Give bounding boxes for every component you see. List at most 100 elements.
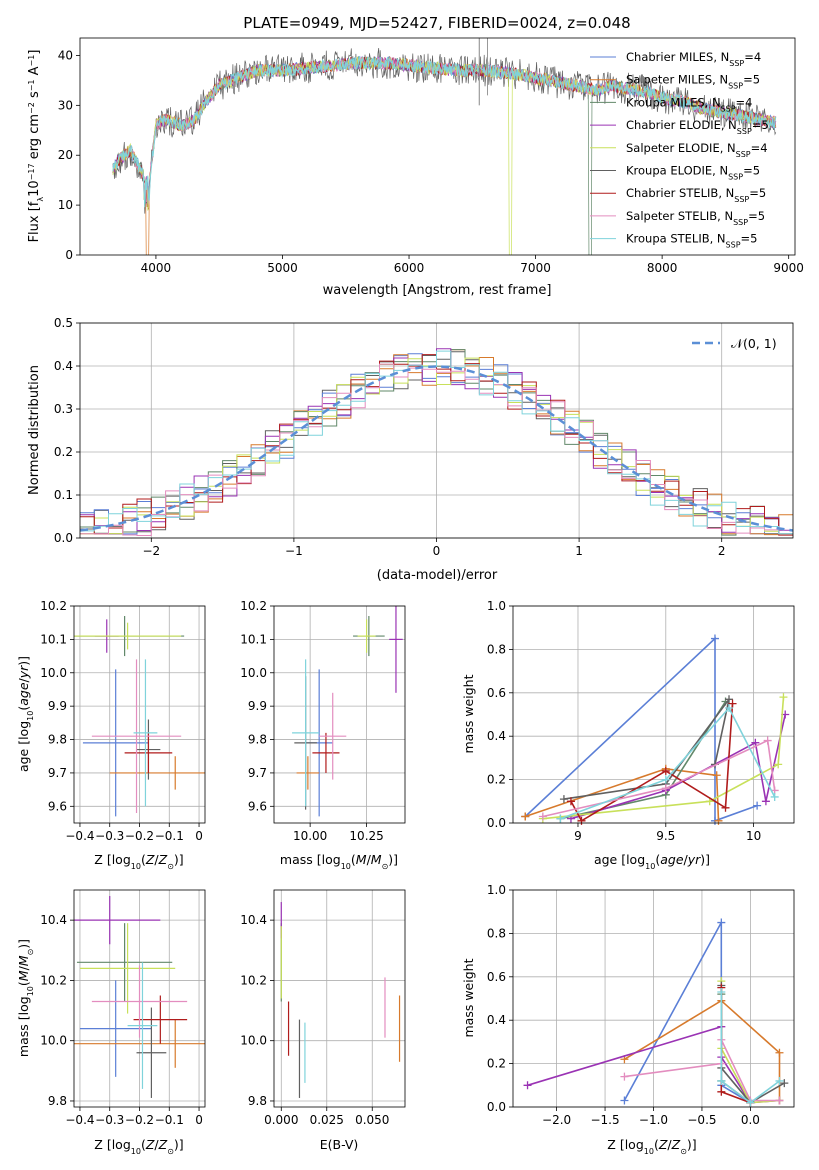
y-tick-label: 9.7 <box>248 766 267 780</box>
y-tick-label: 0.4 <box>487 1013 506 1027</box>
y-tick-label: 10.2 <box>40 599 67 613</box>
weight-marker <box>620 1072 629 1081</box>
y-tick-label: 10.0 <box>40 666 67 680</box>
weight-marker <box>770 792 779 801</box>
y-tick-label: 0.0 <box>487 1100 506 1114</box>
y-axis-label: Flux [fλ10−17 erg cm−2 s−1 A−1] <box>27 50 45 243</box>
x-tick-label: 9 <box>574 829 582 843</box>
weight-marker <box>712 771 721 780</box>
weight-marker <box>717 1076 726 1085</box>
x-tick-label: 8000 <box>647 261 678 275</box>
y-tick-label: 0.6 <box>487 686 506 700</box>
y-axis-label: age [log10(age/yr)] <box>16 656 35 772</box>
weight-marker <box>774 760 783 769</box>
y-tick-label: 0.3 <box>54 402 73 416</box>
y-axis-label: mass weight <box>461 674 476 753</box>
weight-marker <box>728 699 737 708</box>
y-tick-label: 0 <box>65 248 73 262</box>
y-tick-label: 10.4 <box>40 913 67 927</box>
legend-entry: Kroupa STELIB, NSSP=5 <box>626 232 757 250</box>
x-tick-label: 2 <box>718 544 726 558</box>
axes-frame <box>273 889 406 1108</box>
x-tick-label: 10.25 <box>349 829 383 843</box>
weight-marker <box>725 695 734 704</box>
x-tick-label: −0.3 <box>95 829 124 843</box>
y-tick-label: 0.0 <box>54 531 73 545</box>
legend-entry: Chabrier MILES, NSSP=4 <box>626 50 761 68</box>
weight-marker <box>725 703 734 712</box>
weight-marker <box>559 795 568 804</box>
y-tick-label: 20 <box>58 148 73 162</box>
y-tick-label: 10.0 <box>40 1034 67 1048</box>
y-tick-label: 10.2 <box>240 599 267 613</box>
x-tick-label: −0.1 <box>155 829 184 843</box>
axes-frame <box>79 322 794 539</box>
y-tick-label: 9.7 <box>48 766 67 780</box>
weight-marker <box>521 812 530 821</box>
y-tick-label: 10.0 <box>240 1034 267 1048</box>
x-tick-label: 7000 <box>520 261 551 275</box>
x-tick-label: 5000 <box>267 261 298 275</box>
y-tick-label: 0.5 <box>54 316 73 330</box>
axes-frame <box>73 889 206 1108</box>
x-axis-label: Z [log10(Z/Z⊙)] <box>94 1137 183 1156</box>
y-tick-label: 10 <box>58 198 73 212</box>
legend-entry: Kroupa ELODIE, NSSP=5 <box>626 164 760 182</box>
weight-marker <box>780 1079 789 1088</box>
x-tick-label: −2.0 <box>542 1113 571 1127</box>
legend-entry: 𝒩(0, 1) <box>731 336 777 351</box>
normal-curve <box>80 365 793 532</box>
x-tick-label: 10.00 <box>293 829 327 843</box>
x-tick-label: 4000 <box>141 261 172 275</box>
axes-spectrum: 4000 5000 6000 7000 8000 9000 0 10 20 30 40 <box>58 37 804 275</box>
weight-marker <box>717 1087 726 1096</box>
weight-marker <box>661 775 670 784</box>
y-tick-label: 0.0 <box>487 816 506 830</box>
x-tick-label: −0.1 <box>155 1113 184 1127</box>
weight-line <box>623 922 751 1104</box>
x-tick-label: 9000 <box>773 261 804 275</box>
y-axis-label: mass [log10(M/M⊙)] <box>16 939 35 1057</box>
axes-mass-vs-ebv: 0.000 0.025 0.050 9.8 10.0 10.2 10.4 <box>240 889 406 1127</box>
residual-histogram <box>80 349 793 536</box>
legend-entry: Salpeter MILES, NSSP=5 <box>626 73 760 91</box>
weight-marker <box>538 812 547 821</box>
x-tick-label: 9.5 <box>656 829 675 843</box>
legend-entry: Chabrier STELIB, NSSP=5 <box>626 186 766 204</box>
weight-marker <box>620 1096 629 1105</box>
weight-marker <box>566 797 575 806</box>
x-tick-label: −1.0 <box>639 1113 668 1127</box>
weight-line <box>524 636 758 822</box>
y-axis-label: Normed distribution <box>27 365 42 495</box>
x-axis-label: wavelength [Angstrom, rest frame] <box>323 283 552 298</box>
x-tick-label: −0.2 <box>125 1113 154 1127</box>
weight-marker <box>710 634 719 643</box>
weight-marker <box>717 987 726 996</box>
weight-marker <box>721 803 730 812</box>
axes-mass-vs-z: −0.4 −0.3 −0.2 −0.1 0 9.8 10.0 10.2 10.4 <box>40 889 206 1127</box>
axes-frame <box>273 605 406 824</box>
y-tick-label: 1.0 <box>487 599 506 613</box>
x-tick-label: 0.050 <box>355 1113 389 1127</box>
weight-line <box>542 697 785 820</box>
y-tick-label: 30 <box>58 98 73 112</box>
chart-title: PLATE=0949, MJD=52427, FIBERID=0024, z=0… <box>243 14 630 32</box>
legend-entry: Kroupa MILES, NSSP=4 <box>626 95 752 113</box>
weight-line <box>720 992 780 1104</box>
y-tick-label: 9.8 <box>48 1094 67 1108</box>
weight-marker <box>523 1081 532 1090</box>
x-tick-label: 1 <box>575 544 583 558</box>
axes-frame <box>512 889 795 1108</box>
x-tick-label: 0 <box>195 1113 203 1127</box>
x-tick-label: 10 <box>746 829 761 843</box>
x-axis-label: (data-model)/error <box>377 568 498 583</box>
x-axis-label: age [log10(age/yr)] <box>594 852 710 871</box>
axes-residuals: −2 −1 0 1 2 0.0 0.1 0.2 0.3 0.4 0.5 <box>54 316 794 558</box>
y-tick-label: 10.2 <box>240 973 267 987</box>
x-tick-label: −0.4 <box>65 829 94 843</box>
x-axis-label: Z [log10(Z/Z⊙)] <box>607 1137 696 1156</box>
weight-marker <box>761 797 770 806</box>
weight-marker <box>775 1048 784 1057</box>
y-tick-label: 10.1 <box>240 632 267 646</box>
axes-frame <box>73 605 206 824</box>
